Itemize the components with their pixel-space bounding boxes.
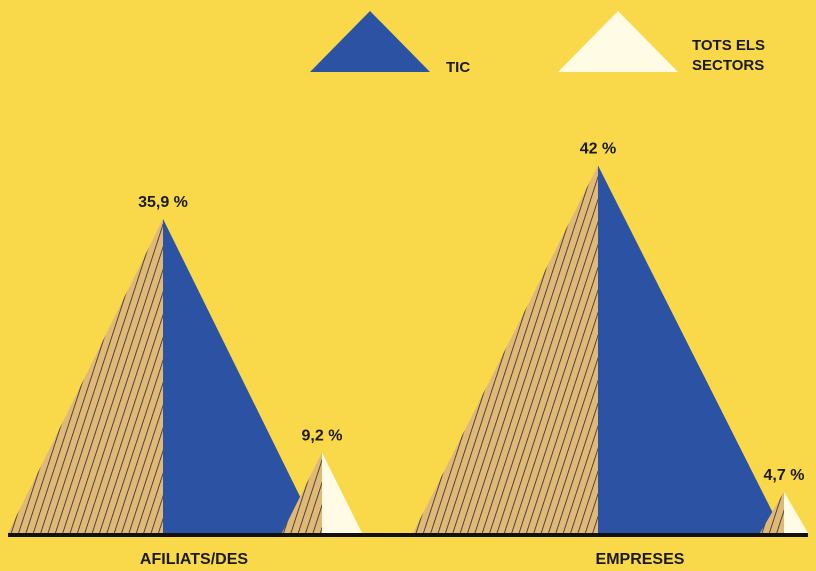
legend-label-all-sectors: TOTS ELS SECTORS	[692, 37, 765, 74]
triangle-all-sectors-empreses	[760, 491, 808, 533]
triangle-shade-all-sectors-empreses	[760, 491, 784, 533]
category-label-empreses: EMPRESES	[596, 551, 685, 568]
triangle-shade-all-sectors-afiliats	[282, 452, 322, 533]
category-label-afiliats: AFILIATS/DES	[140, 551, 248, 568]
triangle-shade-tic-empreses	[413, 165, 598, 533]
value-label-tic-empreses: 42 %	[580, 141, 616, 158]
legend-swatch-all-sectors	[558, 11, 678, 72]
triangle-face-tic-empreses	[598, 165, 783, 533]
legend: TIC TOTS ELS SECTORS	[310, 11, 765, 76]
legend-label-tic: TIC	[446, 59, 470, 76]
value-label-all-sectors-afiliats: 9,2 %	[302, 428, 343, 445]
value-label-tic-afiliats: 35,9 %	[138, 194, 188, 211]
triangle-face-all-sectors-empreses	[784, 491, 808, 533]
value-label-all-sectors-empreses: 4,7 %	[764, 467, 805, 484]
triangle-all-sectors-afiliats	[282, 452, 362, 533]
triangle-face-tic-afiliats	[163, 218, 318, 533]
legend-swatch-tic	[310, 11, 430, 72]
baseline	[8, 533, 808, 537]
triangle-face-all-sectors-afiliats	[322, 452, 362, 533]
triangle-shade-tic-afiliats	[8, 218, 163, 533]
triangle-tic-afiliats	[8, 218, 318, 533]
triangle-tic-empreses	[413, 165, 783, 533]
chart-marks: 35,9 % 9,2 % 42 % 4,7 %	[8, 141, 808, 533]
